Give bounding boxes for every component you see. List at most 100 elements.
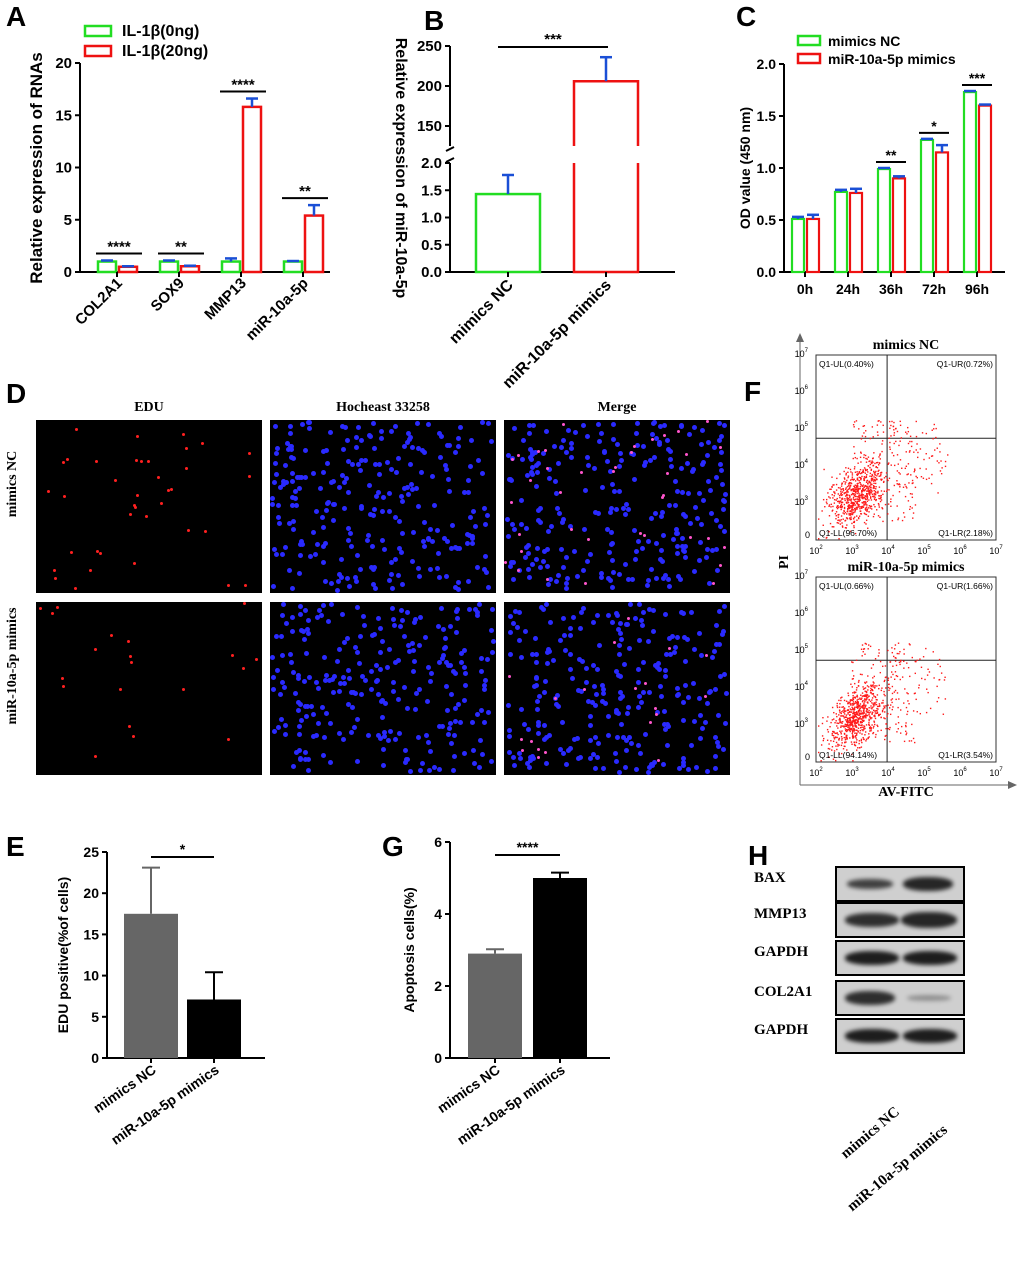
- nucleus-dot: [313, 680, 319, 686]
- nucleus-dot: [481, 719, 487, 725]
- nucleus-dot: [308, 704, 314, 710]
- chart-b-break-mark: [445, 157, 455, 163]
- blot-strip: [835, 1018, 965, 1054]
- nucleus-dot: [505, 517, 511, 523]
- nucleus-dot: [636, 680, 642, 686]
- nucleus-dot: [272, 461, 278, 467]
- nucleus-dot: [379, 509, 385, 515]
- flow-event-dot: [871, 697, 874, 699]
- nucleus-dot: [594, 613, 600, 619]
- nucleus-dot: [716, 437, 722, 443]
- flow-event-dot: [876, 705, 879, 708]
- nucleus-dot: [463, 683, 469, 689]
- chart-c-y-tick-label: 1.0: [757, 160, 777, 176]
- flow-event-dot: [843, 708, 845, 710]
- nucleus-dot: [479, 655, 485, 661]
- flow-event-dot: [869, 716, 871, 719]
- flow-event-dot: [854, 700, 857, 703]
- flow-event-dot: [889, 427, 891, 430]
- nucleus-dot: [376, 471, 382, 477]
- nucleus-dot: [279, 716, 285, 722]
- flow-event-dot: [846, 738, 848, 740]
- nucleus-dot: [524, 544, 530, 550]
- flow-event-dot: [867, 490, 869, 492]
- nucleus-dot: [453, 449, 459, 455]
- flow-event-dot: [855, 689, 858, 691]
- flow-event-dot: [835, 741, 838, 744]
- flow-event-dot: [919, 712, 922, 715]
- flow-event-dot: [857, 462, 859, 464]
- chart-c-sig-stars: *: [931, 118, 937, 134]
- flow-event-dot: [869, 507, 872, 509]
- flow-x-tick-label: 105: [917, 767, 931, 778]
- flow-event-dot: [857, 701, 859, 703]
- flow-event-dot: [878, 504, 880, 506]
- flow-event-dot: [851, 504, 853, 506]
- edu-dot: [93, 755, 97, 759]
- flow-event-dot: [866, 708, 868, 710]
- flow-event-dot: [826, 728, 829, 731]
- flow-x-tick-exp: 6: [963, 545, 967, 551]
- nucleus-dot: [292, 489, 298, 495]
- flow-event-dot: [872, 731, 875, 734]
- nucleus-dot: [302, 448, 308, 454]
- flow-event-dot: [914, 504, 917, 506]
- flow-event-dot: [857, 482, 859, 485]
- nucleus-dot: [539, 604, 545, 610]
- chart-a-y-tick-label: 5: [64, 212, 72, 229]
- flow-event-dot: [847, 726, 849, 729]
- flow-event-dot: [854, 493, 856, 495]
- flow-event-dot: [858, 472, 860, 474]
- flow-event-dot: [850, 741, 853, 743]
- edu-dot: [50, 611, 54, 615]
- flow-event-dot: [911, 440, 913, 443]
- flow-event-dot: [907, 692, 909, 695]
- flow-event-dot: [891, 519, 894, 522]
- edu-dot: [146, 459, 150, 463]
- chart-a-bar: [117, 265, 139, 274]
- edu-dot: [662, 493, 666, 497]
- nucleus-dot: [555, 572, 561, 578]
- nucleus-dot: [331, 673, 337, 679]
- nucleus-dot: [714, 623, 720, 629]
- nucleus-dot: [373, 663, 379, 669]
- flow-event-dot: [821, 510, 823, 512]
- edu-dot: [114, 479, 118, 483]
- flow-event-dot: [879, 660, 882, 663]
- chart-a-x-label: SOX9: [148, 275, 188, 315]
- flow-event-dot: [897, 517, 900, 519]
- flow-event-dot: [868, 706, 870, 709]
- nucleus-dot: [693, 504, 699, 510]
- flow-event-dot: [847, 485, 850, 487]
- nucleus-dot: [689, 743, 695, 749]
- flow-event-dot: [887, 513, 889, 515]
- flow-event-dot: [840, 505, 842, 507]
- chart-g-bar: [468, 953, 522, 1058]
- flow-event-dot: [869, 489, 871, 491]
- flow-event-dot: [857, 721, 859, 723]
- flow-event-dot: [866, 714, 869, 717]
- flow-event-dot: [820, 744, 823, 746]
- flow-event-dot: [905, 451, 907, 453]
- flow-event-dot: [854, 719, 856, 721]
- nucleus-dot: [384, 460, 390, 466]
- flow-event-dot: [856, 487, 858, 489]
- flow-x-tick-exp: 2: [819, 545, 823, 551]
- nucleus-dot: [586, 463, 592, 469]
- flow-event-dot: [870, 492, 873, 494]
- flow-event-dot: [910, 445, 913, 448]
- flow-event-dot: [854, 507, 856, 510]
- edu-dot: [537, 450, 541, 454]
- edu-dot: [248, 451, 252, 455]
- flow-event-dot: [875, 703, 878, 706]
- flow-event-dot: [868, 722, 870, 724]
- flow-event-dot: [866, 685, 869, 687]
- flow-event-dot: [846, 498, 848, 500]
- flow-event-dot: [840, 725, 842, 727]
- flow-event-dot: [868, 492, 870, 494]
- flow-event-dot: [910, 740, 913, 742]
- nucleus-dot: [544, 546, 550, 552]
- flow-event-dot: [839, 703, 841, 705]
- nucleus-dot: [307, 553, 313, 559]
- flow-event-dot: [881, 440, 884, 442]
